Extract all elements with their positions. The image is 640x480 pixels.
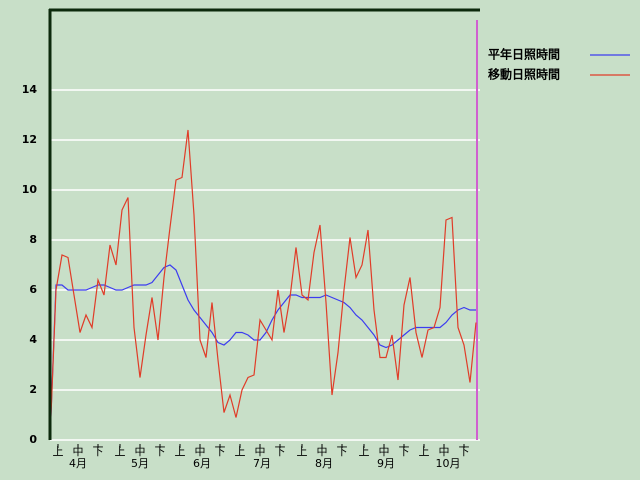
x-tick-label: 上 [235,445,246,458]
series-line [49,264,476,441]
y-tick-label: 8 [29,233,37,246]
x-tick-label: 下 [155,445,166,458]
y-tick-label: 14 [22,83,38,96]
y-tick-label: 10 [22,183,38,196]
x-tick-label: 中 [379,445,390,458]
x-tick-label: 中 [255,445,266,458]
month-label: 5月 [131,457,149,470]
month-label: 10月 [436,457,461,470]
legend-label: 移動日照時間 [488,67,560,82]
month-label: 6月 [193,457,211,470]
x-tick-label: 下 [215,445,226,458]
x-tick-label: 下 [337,445,348,458]
y-tick-label: 6 [29,283,37,296]
x-tick-label: 下 [399,445,410,458]
x-tick-label: 中 [195,445,206,458]
month-label: 9月 [377,457,395,470]
month-label: 4月 [69,457,87,470]
x-tick-label: 下 [93,445,104,458]
y-tick-label: 2 [29,383,37,396]
x-tick-label: 下 [275,445,286,458]
x-tick-label: 上 [419,445,430,458]
month-label: 7月 [253,457,271,470]
y-tick-label: 0 [29,433,37,446]
x-tick-label: 上 [359,445,370,458]
y-tick-label: 4 [29,333,37,346]
month-label: 8月 [315,457,333,470]
x-tick-label: 中 [317,445,328,458]
x-tick-label: 上 [297,445,308,458]
x-tick-label: 上 [53,445,64,458]
x-tick-label: 中 [73,445,84,458]
x-tick-label: 上 [175,445,186,458]
y-tick-label: 12 [22,133,37,146]
legend-label: 平年日照時間 [488,47,560,62]
x-tick-label: 上 [115,445,126,458]
x-tick-label: 中 [439,445,450,458]
x-tick-label: 下 [459,445,470,458]
x-tick-label: 中 [135,445,146,458]
series-line [49,129,477,441]
